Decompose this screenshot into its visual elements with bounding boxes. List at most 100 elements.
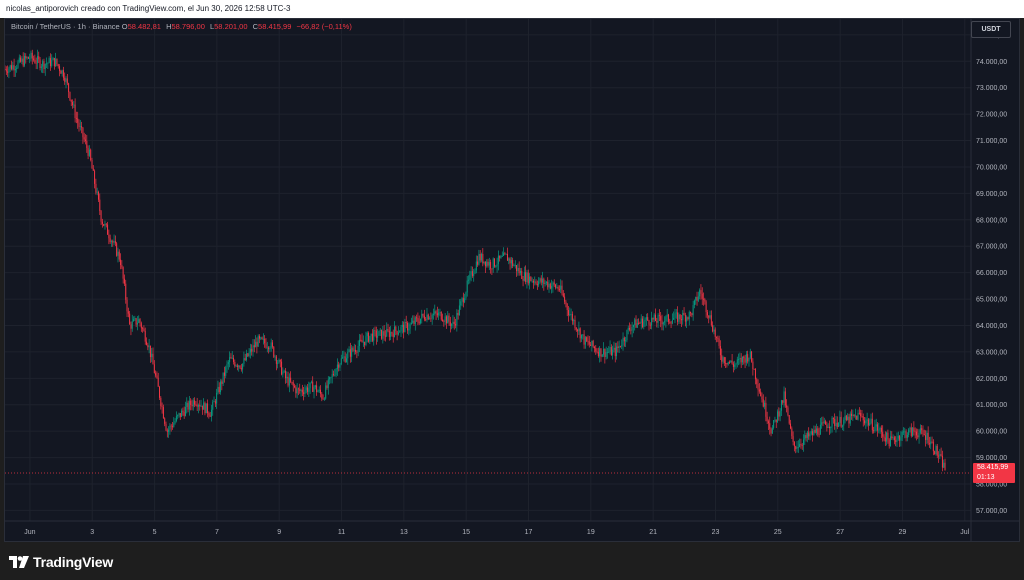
candle-body [404, 322, 406, 333]
candle-body [752, 361, 754, 370]
candle-body [880, 427, 882, 432]
candle-body [902, 431, 904, 433]
candle-body [5, 69, 6, 70]
candle-body [70, 99, 72, 102]
candlestick-chart[interactable]: 57.000,00 58.000,00 59.000,00 60.000,00 61.0… [5, 19, 1019, 541]
candle-body [110, 241, 112, 242]
candle-body [52, 57, 54, 61]
candle-body [13, 65, 15, 71]
currency-button[interactable]: USDT [971, 21, 1011, 38]
candle-body [783, 391, 785, 403]
candle-body [125, 283, 127, 300]
candle-body [96, 191, 98, 193]
candle-body [941, 455, 943, 468]
candle-body [931, 441, 933, 443]
candle-body [780, 400, 782, 411]
candle-body [85, 139, 86, 141]
candle-body [238, 365, 240, 367]
candle-body [440, 311, 442, 320]
candle-body [640, 318, 642, 324]
y-tick-label: 68.000,00 [976, 217, 1007, 224]
candle-body [443, 320, 445, 322]
candle-body [51, 60, 53, 67]
candle-body [908, 429, 910, 436]
candle-body [773, 420, 775, 428]
candle-body [390, 332, 392, 337]
candle-body [168, 429, 170, 432]
candle-body [506, 253, 508, 261]
candle-body [625, 340, 627, 342]
candle-body [777, 411, 779, 422]
candle-body [636, 323, 638, 328]
candle-body [770, 428, 772, 434]
candle-body [466, 280, 468, 293]
candle-body [875, 424, 877, 427]
candle-body [336, 364, 338, 370]
candle-body [382, 331, 384, 339]
candle-body [695, 296, 697, 301]
candle-body [204, 402, 206, 414]
candle-body [283, 370, 285, 372]
y-tick-label: 63.000,00 [976, 349, 1007, 356]
candle-body [701, 293, 703, 299]
candle-body [444, 316, 446, 322]
candle-body [313, 387, 315, 392]
candle-body [500, 256, 502, 259]
candle-body [944, 462, 946, 470]
candle-body [718, 338, 720, 346]
candle-body [29, 58, 31, 60]
candle-body [857, 412, 859, 420]
candle-body [847, 416, 849, 421]
chart-pane[interactable]: 57.000,00 58.000,00 59.000,00 60.000,00 61.0… [4, 18, 1020, 542]
candle-body [233, 357, 235, 362]
candle-body [22, 58, 24, 66]
candle-body [20, 57, 22, 62]
candle-body [786, 405, 788, 408]
candle-body [342, 357, 344, 359]
candle-body [492, 258, 494, 269]
candle-body [825, 421, 827, 425]
open-label: O [121, 22, 128, 31]
candle-body [412, 320, 414, 323]
candle-body [27, 57, 29, 59]
candle-body [764, 402, 766, 407]
candle-body [421, 313, 423, 319]
candle-body [517, 267, 519, 272]
candle-body [339, 363, 341, 368]
symbol-label[interactable]: Bitcoin / TetherUS · 1h · Binance [11, 22, 120, 31]
candle-body [191, 404, 193, 407]
candle-body [229, 357, 231, 363]
candle-body [251, 348, 253, 352]
candle-body [82, 127, 84, 138]
candle-body [815, 428, 817, 433]
candle-body [804, 435, 806, 440]
candle-body [627, 327, 629, 330]
candle-body [353, 349, 355, 351]
candle-body [869, 422, 871, 426]
candle-body [673, 317, 675, 320]
candle-body [883, 436, 885, 438]
candle-body [932, 441, 934, 452]
tradingview-logo[interactable]: TradingView [9, 554, 113, 570]
candle-body [632, 325, 634, 327]
candle-body [475, 261, 477, 271]
candle-body [652, 317, 654, 320]
candle-body [799, 444, 801, 447]
candle-body [230, 357, 232, 359]
candle-body [273, 346, 275, 357]
candle-body [448, 315, 450, 322]
candle-body [17, 61, 19, 68]
candle-body [653, 314, 655, 320]
candle-body [146, 341, 148, 345]
candle-body [610, 347, 612, 356]
candle-body [413, 320, 415, 325]
candle-body [318, 389, 320, 392]
candle-body [579, 328, 581, 339]
candle-body [442, 319, 444, 321]
candle-body [745, 354, 747, 363]
candle-body [828, 426, 830, 429]
candle-body [687, 317, 689, 320]
candle-body [220, 381, 222, 393]
candle-body [248, 352, 250, 357]
candle-body [401, 324, 403, 327]
